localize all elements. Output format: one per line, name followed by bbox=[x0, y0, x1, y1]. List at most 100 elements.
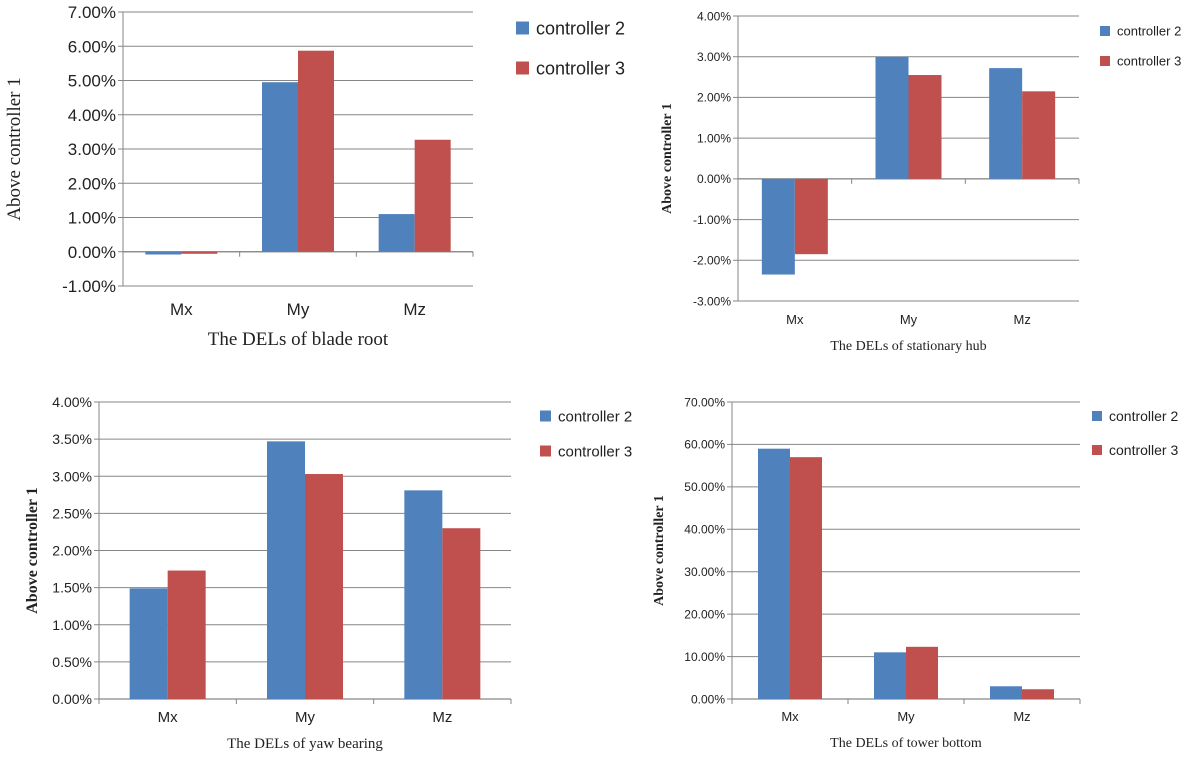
bar-mz-series-1 bbox=[404, 490, 443, 699]
y-tick-label: 0.00% bbox=[691, 692, 725, 706]
bar-mz-series-2 bbox=[414, 139, 451, 252]
legend-label: controller 3 bbox=[536, 58, 625, 78]
legend: controller 2 controller 3 bbox=[516, 18, 625, 78]
bar-mz-series-1 bbox=[989, 68, 1023, 179]
bar-my-series-2 bbox=[906, 646, 938, 699]
y-tick-label: 2.00% bbox=[697, 91, 731, 105]
chart-3: 0.00% 0.50% 1.00% 1.50% 2.00% 2.50% 3.00% 3.50%… bbox=[24, 394, 632, 752]
x-tick-label: Mx bbox=[158, 709, 178, 726]
x-tick-label: Mz bbox=[403, 300, 426, 319]
y-tick-label: -1.00% bbox=[62, 277, 116, 296]
bar-my-series-2 bbox=[908, 75, 942, 179]
legend: controller 2 controller 3 bbox=[1100, 24, 1181, 69]
y-tick-label: 70.00% bbox=[684, 395, 725, 409]
y-tick-label: 3.00% bbox=[52, 468, 92, 484]
y-tick-label: 3.00% bbox=[697, 50, 731, 64]
x-tick-label: Mx bbox=[786, 312, 804, 327]
legend-label: controller 2 bbox=[536, 18, 625, 38]
bar-mx-series-2 bbox=[794, 178, 828, 255]
legend-swatch-series-2 bbox=[1100, 56, 1110, 66]
x-tick-label: My bbox=[295, 709, 315, 726]
y-tick-label: 1.00% bbox=[68, 209, 116, 228]
y-tick-label: 4.00% bbox=[697, 9, 731, 23]
y-tick-label: 2.50% bbox=[52, 505, 92, 521]
y-tick-label: 6.00% bbox=[68, 37, 116, 56]
y-tick-label: 40.00% bbox=[684, 523, 725, 537]
legend-label: controller 3 bbox=[558, 443, 632, 460]
y-tick-label: 2.00% bbox=[52, 543, 92, 559]
bar-mx-series-1 bbox=[145, 251, 182, 255]
y-tick-label: 0.00% bbox=[52, 691, 92, 707]
chart-2: -3.00% -2.00% -1.00% 0.00% 1.00% 2.00% 3.00% 4.… bbox=[660, 9, 1181, 354]
y-tick-label: -2.00% bbox=[693, 254, 731, 268]
chart-title: The DELs of tower bottom bbox=[830, 736, 982, 751]
y-tick-label: 0.50% bbox=[52, 654, 92, 670]
bar-mx-series-1 bbox=[758, 448, 790, 699]
bar-my-series-1 bbox=[262, 82, 298, 252]
legend-label: controller 3 bbox=[1109, 442, 1178, 458]
y-tick-label: 4.00% bbox=[52, 394, 92, 410]
bar-mx-series-2 bbox=[790, 457, 822, 699]
chart-1: -1.00% 0.00% 1.00% 2.00% 3.00% 4.00% 5.00% 6.00… bbox=[4, 3, 625, 350]
legend-label: controller 3 bbox=[1117, 54, 1181, 69]
x-tick-label: Mz bbox=[432, 709, 452, 726]
chart-title: The DELs of blade root bbox=[208, 329, 389, 350]
bar-mx-series-2 bbox=[181, 251, 218, 254]
x-tick-label: My bbox=[897, 709, 915, 724]
bar-mz-series-1 bbox=[990, 686, 1022, 699]
chart-title: The DELs of stationary hub bbox=[830, 339, 986, 354]
y-axis-label: Above controller 1 bbox=[652, 495, 667, 606]
x-tick-label: Mz bbox=[1013, 312, 1030, 327]
legend: controller 2 controller 3 bbox=[540, 408, 632, 460]
legend-swatch-series-2 bbox=[1092, 445, 1102, 455]
legend-swatch-series-1 bbox=[540, 410, 551, 422]
y-tick-label: 30.00% bbox=[684, 565, 725, 579]
legend-swatch-series-1 bbox=[1100, 26, 1110, 36]
y-tick-label: 1.00% bbox=[52, 617, 92, 633]
bar-my-series-2 bbox=[298, 50, 334, 252]
y-tick-label: 3.50% bbox=[52, 431, 92, 447]
x-tick-label: Mx bbox=[170, 300, 193, 319]
chart-title: The DELs of yaw bearing bbox=[227, 736, 383, 752]
bar-mx-series-1 bbox=[761, 178, 795, 275]
y-tick-label: 10.00% bbox=[684, 650, 725, 664]
y-tick-label: 1.00% bbox=[697, 131, 731, 145]
legend-swatch-series-2 bbox=[540, 445, 551, 457]
bar-my-series-2 bbox=[305, 474, 343, 699]
y-axis-label: Above controller 1 bbox=[24, 487, 41, 614]
legend-swatch-series-1 bbox=[1092, 411, 1102, 421]
y-axis-label: Above controller 1 bbox=[660, 103, 675, 214]
bar-mx-series-2 bbox=[167, 570, 206, 699]
y-tick-label: 5.00% bbox=[68, 72, 116, 91]
bar-my-series-1 bbox=[267, 441, 305, 699]
bar-my-series-1 bbox=[874, 652, 906, 699]
y-tick-label: -3.00% bbox=[693, 294, 731, 308]
y-tick-label: 20.00% bbox=[684, 607, 725, 621]
legend-label: controller 2 bbox=[1117, 24, 1181, 39]
legend-swatch-series-1 bbox=[516, 21, 529, 35]
y-tick-label: -1.00% bbox=[693, 213, 731, 227]
y-tick-label: 0.00% bbox=[68, 243, 116, 262]
y-tick-label: 0.00% bbox=[697, 172, 731, 186]
legend-label: controller 2 bbox=[558, 408, 632, 425]
y-axis-label: Above controller 1 bbox=[4, 77, 25, 221]
legend-label: controller 2 bbox=[1109, 408, 1178, 424]
y-tick-label: 7.00% bbox=[68, 3, 116, 22]
legend: controller 2 controller 3 bbox=[1092, 408, 1178, 458]
bar-mz-series-2 bbox=[1022, 91, 1056, 179]
y-tick-label: 3.00% bbox=[68, 140, 116, 159]
bar-mz-series-2 bbox=[1022, 689, 1054, 699]
bar-mz-series-2 bbox=[442, 528, 481, 699]
chart-4: 0.00% 10.00% 20.00% 30.00% 40.00% 50.00% 60.00… bbox=[652, 395, 1178, 751]
bar-my-series-1 bbox=[875, 56, 909, 179]
x-tick-label: My bbox=[900, 312, 918, 327]
legend-swatch-series-2 bbox=[516, 61, 529, 75]
y-tick-label: 60.00% bbox=[684, 438, 725, 452]
x-tick-label: Mz bbox=[1013, 709, 1030, 724]
x-tick-label: My bbox=[287, 300, 310, 319]
y-tick-label: 50.00% bbox=[684, 480, 725, 494]
y-tick-label: 1.50% bbox=[52, 580, 92, 596]
y-tick-label: 4.00% bbox=[68, 106, 116, 125]
x-tick-label: Mx bbox=[781, 709, 799, 724]
